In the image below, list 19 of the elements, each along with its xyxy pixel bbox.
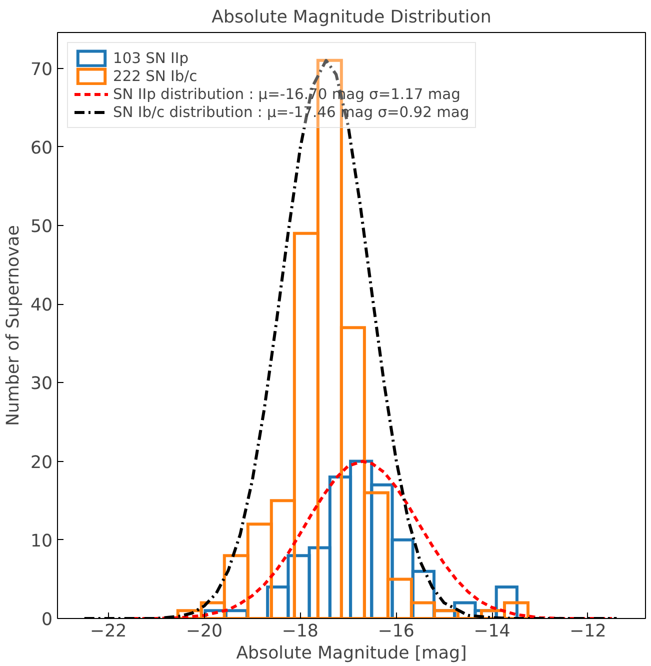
y-tick-label: 40: [30, 296, 53, 316]
x-tick-label: −20: [186, 622, 223, 642]
legend-label: 222 SN Ib/c: [113, 67, 198, 85]
y-tick-label: 20: [30, 452, 53, 473]
x-axis-title: Absolute Magnitude [mag]: [236, 644, 467, 664]
y-tick-label: 60: [30, 138, 53, 158]
x-tick-label: −12: [570, 622, 606, 642]
chart-title: Absolute Magnitude Distribution: [212, 8, 492, 28]
legend-label: 103 SN IIp: [113, 49, 189, 67]
x-tick-label: −18: [282, 622, 318, 642]
y-tick-label: 30: [30, 374, 53, 394]
x-tick-label: −14: [474, 622, 510, 642]
y-tick-label: 0: [41, 610, 53, 630]
y-tick-label: 10: [30, 531, 53, 552]
x-tick-label: −22: [90, 622, 127, 642]
y-tick-label: 70: [30, 60, 53, 80]
y-tick-label: 50: [30, 216, 53, 237]
y-axis-title: Number of Supernovae: [3, 225, 24, 426]
x-tick-label: −16: [378, 622, 414, 642]
